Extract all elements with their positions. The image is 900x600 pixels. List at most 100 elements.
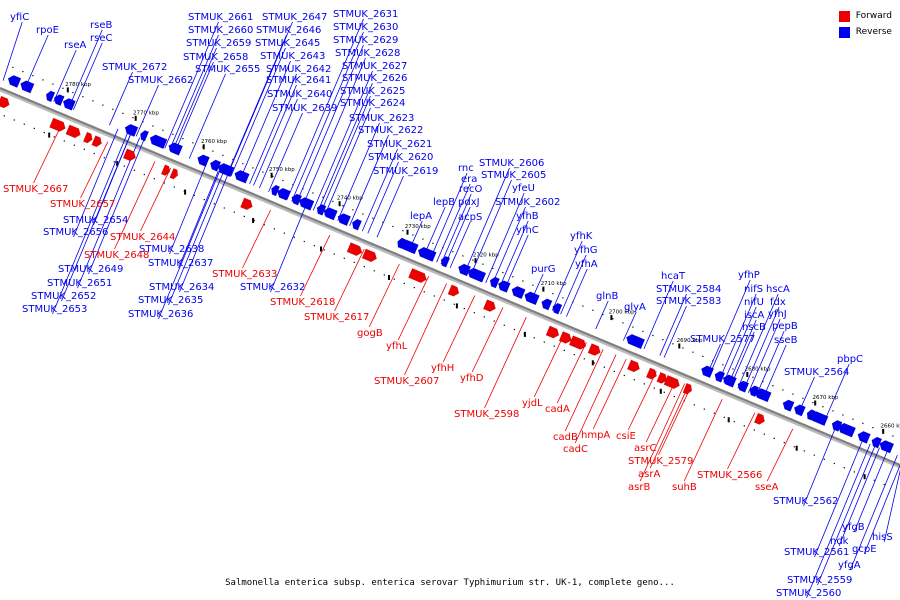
forward-gene-13[interactable] [483,299,497,314]
gene-label-reco[interactable]: recO [459,184,483,195]
reverse-gene-25[interactable] [456,262,472,277]
gene-label-acps[interactable]: acpS [458,212,482,223]
gene-label-stmuk-2630[interactable]: STMUK_2630 [333,22,398,33]
reverse-gene-29[interactable] [510,285,526,300]
gene-label-lepa[interactable]: lepA [410,211,432,222]
gene-label-stmuk-2638[interactable]: STMUK_2638 [139,244,204,255]
reverse-gene-0[interactable] [6,74,22,88]
gene-label-stmuk-2649[interactable]: STMUK_2649 [58,264,123,275]
gene-label-yfhh[interactable]: yfhH [431,363,454,374]
reverse-gene-5[interactable] [123,123,139,137]
gene-label-stmuk-2606[interactable]: STMUK_2606 [479,158,544,169]
forward-gene-20[interactable] [656,372,669,385]
reverse-gene-38[interactable] [748,384,760,397]
gene-label-glnb[interactable]: glnB [596,291,618,302]
gene-label-stmuk-2622[interactable]: STMUK_2622 [358,125,423,136]
gene-label-yfga[interactable]: yfgA [838,560,861,571]
gene-label-yfhj[interactable]: yfhJ [768,309,787,320]
gene-label-stmuk-2627[interactable]: STMUK_2627 [342,61,407,72]
gene-label-yfhc[interactable]: yfhC [516,225,539,236]
gene-label-stmuk-2559[interactable]: STMUK_2559 [787,575,852,586]
forward-gene-18[interactable] [627,359,641,374]
reverse-gene-11[interactable] [216,162,235,178]
gene-label-stmuk-2643[interactable]: STMUK_2643 [260,51,325,62]
gene-label-stmuk-2658[interactable]: STMUK_2658 [183,52,248,63]
gene-label-stmuk-2561[interactable]: STMUK_2561 [784,547,849,558]
gene-label-gogb[interactable]: gogB [357,328,383,339]
gene-label-hmpa[interactable]: hmpA [581,430,610,441]
reverse-gene-47[interactable] [870,436,883,449]
gene-label-stmuk-2583[interactable]: STMUK_2583 [656,296,721,307]
gene-label-pdxj[interactable]: pdxJ [458,197,480,208]
gene-label-stmuk-2562[interactable]: STMUK_2562 [773,496,838,507]
reverse-gene-15[interactable] [290,193,303,206]
gene-label-stmuk-2607[interactable]: STMUK_2607 [374,376,439,387]
reverse-gene-12[interactable] [233,169,250,184]
gene-label-cada[interactable]: cadA [545,404,570,415]
gene-label-stmuk-2619[interactable]: STMUK_2619 [373,166,438,177]
reverse-gene-31[interactable] [540,297,553,311]
gene-label-stmuk-2651[interactable]: STMUK_2651 [47,278,112,289]
forward-gene-8[interactable] [240,197,254,211]
forward-gene-23[interactable] [753,412,766,426]
reverse-gene-14[interactable] [275,187,291,201]
reverse-gene-19[interactable] [336,212,351,226]
gene-label-stmuk-2626[interactable]: STMUK_2626 [342,73,407,84]
gene-label-stmuk-2662[interactable]: STMUK_2662 [128,75,193,86]
reverse-gene-46[interactable] [856,430,871,444]
gene-label-stmuk-2661[interactable]: STMUK_2661 [188,12,253,23]
reverse-gene-10[interactable] [208,158,222,172]
reverse-gene-4[interactable] [61,97,76,111]
gene-label-yfhd[interactable]: yfhD [460,373,484,384]
reverse-gene-28[interactable] [496,279,511,293]
reverse-gene-36[interactable] [721,373,737,388]
gene-label-cadb[interactable]: cadB [553,432,578,443]
gene-label-stmuk-2647[interactable]: STMUK_2647 [262,12,327,23]
reverse-gene-6[interactable] [138,129,149,142]
gene-label-stmuk-2639[interactable]: STMUK_2639 [272,103,337,114]
gene-label-stmuk-2659[interactable]: STMUK_2659 [186,38,251,49]
gene-label-stmuk-2656[interactable]: STMUK_2656 [43,227,108,238]
gene-label-stmuk-2564[interactable]: STMUK_2564 [784,367,849,378]
reverse-gene-1[interactable] [19,79,35,94]
gene-label-stmuk-2644[interactable]: STMUK_2644 [110,232,175,243]
gene-label-stmuk-2579[interactable]: STMUK_2579 [628,456,693,467]
gene-label-stmuk-2628[interactable]: STMUK_2628 [335,48,400,59]
gene-label-stmuk-2648[interactable]: STMUK_2648 [84,250,149,261]
forward-gene-1[interactable] [49,117,68,133]
gene-label-stmuk-2632[interactable]: STMUK_2632 [240,282,305,293]
forward-gene-21[interactable] [663,375,682,390]
gene-label-stmuk-2566[interactable]: STMUK_2566 [697,470,762,481]
reverse-gene-34[interactable] [699,364,715,379]
forward-gene-12[interactable] [447,284,461,298]
gene-label-hsca[interactable]: hscA [766,284,790,295]
reverse-gene-39[interactable] [753,387,772,403]
reverse-gene-8[interactable] [167,141,183,156]
gene-label-stmuk-2667[interactable]: STMUK_2667 [3,184,68,195]
gene-label-stmuk-2654[interactable]: STMUK_2654 [63,215,128,226]
gene-label-asrc[interactable]: asrC [634,443,656,454]
reverse-gene-24[interactable] [439,255,451,268]
reverse-gene-22[interactable] [399,238,419,255]
forward-gene-2[interactable] [65,124,83,140]
gene-label-stmuk-2620[interactable]: STMUK_2620 [368,152,433,163]
gene-label-stmuk-2636[interactable]: STMUK_2636 [128,309,193,320]
gene-label-gcpe[interactable]: gcpE [852,544,877,555]
gene-label-stmuk-2598[interactable]: STMUK_2598 [454,409,519,420]
gene-label-stmuk-2635[interactable]: STMUK_2635 [138,295,203,306]
gene-label-yfeu[interactable]: yfeU [512,183,535,194]
gene-label-nifs[interactable]: nifS [744,284,763,295]
reverse-gene-44[interactable] [830,419,843,432]
forward-gene-5[interactable] [122,148,137,163]
reverse-gene-37[interactable] [736,379,750,393]
gene-label-yfhk[interactable]: yfhK [570,231,593,242]
gene-label-stmuk-2637[interactable]: STMUK_2637 [148,258,213,269]
reverse-gene-20[interactable] [350,218,362,231]
forward-gene-16[interactable] [568,335,588,351]
gene-label-csie[interactable]: csiE [616,431,636,442]
reverse-gene-18[interactable] [322,206,338,221]
gene-label-stmuk-2621[interactable]: STMUK_2621 [367,139,432,150]
gene-label-asra[interactable]: asrA [638,469,660,480]
reverse-gene-45[interactable] [837,422,856,438]
gene-label-stmuk-2625[interactable]: STMUK_2625 [340,86,405,97]
